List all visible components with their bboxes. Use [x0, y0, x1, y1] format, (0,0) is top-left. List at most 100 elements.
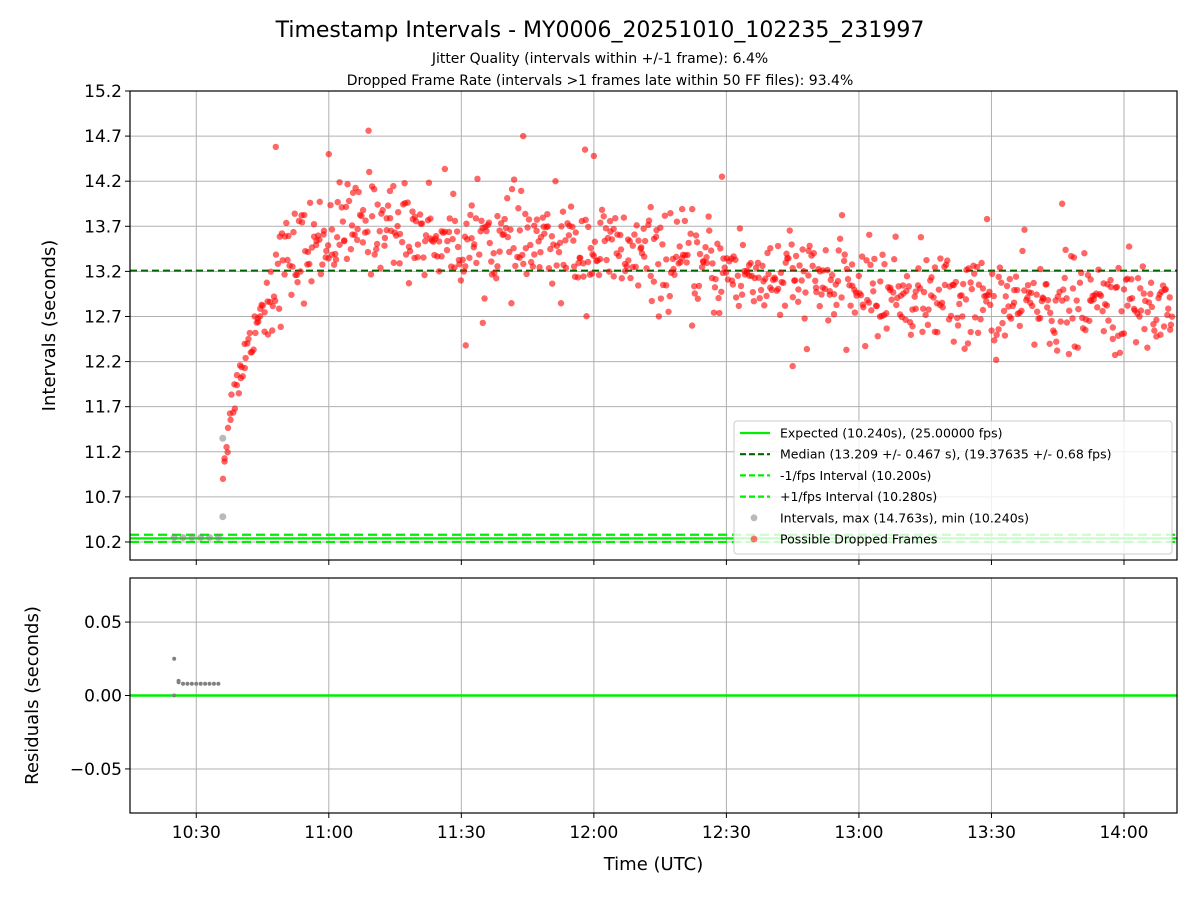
- dropped-frame-point: [871, 255, 878, 263]
- dropped-frame-point: [271, 297, 279, 305]
- dropped-frame-point: [1107, 283, 1115, 291]
- dropped-frame-point: [627, 274, 634, 282]
- interval-point: [219, 513, 227, 521]
- dropped-frame-point: [570, 237, 577, 244]
- dropped-frame-point: [596, 255, 604, 263]
- dropped-frame-point: [351, 231, 358, 239]
- dropped-frame-point: [973, 263, 981, 271]
- dropped-frame-point: [791, 277, 799, 284]
- dropped-frame-point: [923, 256, 930, 264]
- dropped-frame-point: [401, 179, 408, 187]
- dropped-frame-point: [261, 309, 268, 316]
- dropped-frame-point: [863, 257, 870, 264]
- dropped-frame-point: [349, 189, 357, 196]
- dropped-frame-point: [965, 265, 972, 272]
- dropped-frame-point: [869, 280, 877, 287]
- dropped-frame-point: [317, 270, 325, 278]
- dropped-frame-point: [657, 295, 665, 302]
- dropped-frame-point: [1166, 326, 1174, 333]
- dropped-frame-point: [443, 246, 451, 254]
- dropped-frame-point: [472, 215, 480, 222]
- dropped-frame-point: [659, 241, 666, 248]
- dropped-frame-point: [325, 150, 332, 158]
- y-tick-label: 0.00: [84, 687, 122, 707]
- dropped-frame-point: [462, 342, 469, 349]
- dropped-frame-point: [259, 302, 266, 309]
- dropped-frame-point: [998, 279, 1005, 286]
- dropped-frame-point: [1097, 292, 1105, 299]
- x-tick-label: 13:00: [834, 823, 883, 843]
- dropped-frame-point: [1137, 285, 1144, 292]
- dropped-frame-point: [449, 235, 456, 243]
- dropped-frame-point: [1033, 291, 1040, 298]
- dropped-frame-point: [843, 265, 851, 273]
- dropped-frame-point: [359, 239, 367, 246]
- dropped-frame-point: [1087, 276, 1094, 283]
- dropped-frame-point: [703, 259, 710, 267]
- dropped-frame-point: [1034, 308, 1041, 315]
- dropped-frame-point: [367, 271, 375, 278]
- dropped-frame-point: [968, 285, 976, 293]
- dropped-frame-point: [602, 225, 610, 232]
- dropped-frame-point: [623, 263, 630, 270]
- interval-point: [170, 533, 178, 541]
- dropped-frame-point: [706, 227, 713, 234]
- dropped-frame-point: [1147, 279, 1155, 286]
- dropped-frame-point: [224, 449, 231, 456]
- dropped-frame-point: [705, 213, 712, 220]
- dropped-frame-point: [339, 218, 347, 225]
- dropped-frame-point: [496, 248, 503, 255]
- dropped-frame-point: [527, 241, 534, 249]
- dropped-frame-point: [683, 259, 690, 266]
- dropped-frame-point: [693, 238, 701, 246]
- dropped-frame-point: [1002, 293, 1009, 300]
- dropped-frame-point: [935, 286, 943, 293]
- x-tick-label: 10:30: [172, 823, 221, 843]
- dropped-frame-point: [655, 260, 662, 268]
- dropped-frame-point: [445, 228, 453, 236]
- dropped-frame-point: [272, 251, 280, 258]
- dropped-frame-point: [792, 252, 800, 260]
- dropped-frame-point: [386, 215, 394, 222]
- dropped-frame-point: [925, 306, 932, 313]
- dropped-frame-point: [681, 217, 689, 225]
- dropped-frame-point: [735, 302, 743, 310]
- dropped-frame-point: [722, 269, 730, 276]
- residual-point: [211, 681, 216, 686]
- dropped-frame-point: [663, 256, 670, 263]
- dropped-frame-point: [1057, 318, 1064, 325]
- dropped-frame-point: [956, 300, 963, 308]
- dropped-frame-point: [446, 215, 453, 222]
- dropped-frame-point: [584, 258, 592, 266]
- dropped-frame-point: [516, 227, 524, 234]
- dropped-frame-point: [858, 253, 866, 260]
- dropped-frame-point: [795, 286, 802, 293]
- dropped-frame-point: [522, 210, 529, 218]
- dropped-frame-point: [729, 281, 737, 288]
- dropped-frame-point: [691, 283, 698, 290]
- dropped-frame-point: [473, 259, 480, 267]
- dropped-frame-point: [1000, 307, 1008, 315]
- dropped-frame-point: [818, 291, 825, 298]
- dropped-frame-point: [1120, 286, 1128, 293]
- dropped-frame-point: [939, 304, 946, 311]
- dropped-frame-point: [915, 265, 922, 272]
- dropped-frame-point: [838, 211, 846, 219]
- dropped-frame-point: [615, 252, 623, 260]
- dropped-frame-point: [377, 264, 384, 272]
- dropped-frame-point: [510, 245, 517, 252]
- dropped-frame-point: [632, 263, 639, 271]
- dropped-frame-point: [800, 267, 807, 275]
- dropped-frame-point: [555, 248, 563, 256]
- dropped-frame-point: [867, 261, 874, 269]
- dropped-frame-point: [246, 329, 253, 337]
- dropped-frame-point: [954, 322, 962, 329]
- dropped-frame-point: [474, 175, 481, 183]
- dropped-frame-point: [468, 202, 475, 209]
- dropped-frame-point: [558, 223, 565, 230]
- dropped-frame-point: [552, 177, 559, 185]
- dropped-frame-point: [1061, 274, 1068, 282]
- dropped-frame-point: [881, 260, 888, 268]
- dropped-frame-point: [667, 209, 674, 217]
- dropped-frame-point: [583, 313, 590, 320]
